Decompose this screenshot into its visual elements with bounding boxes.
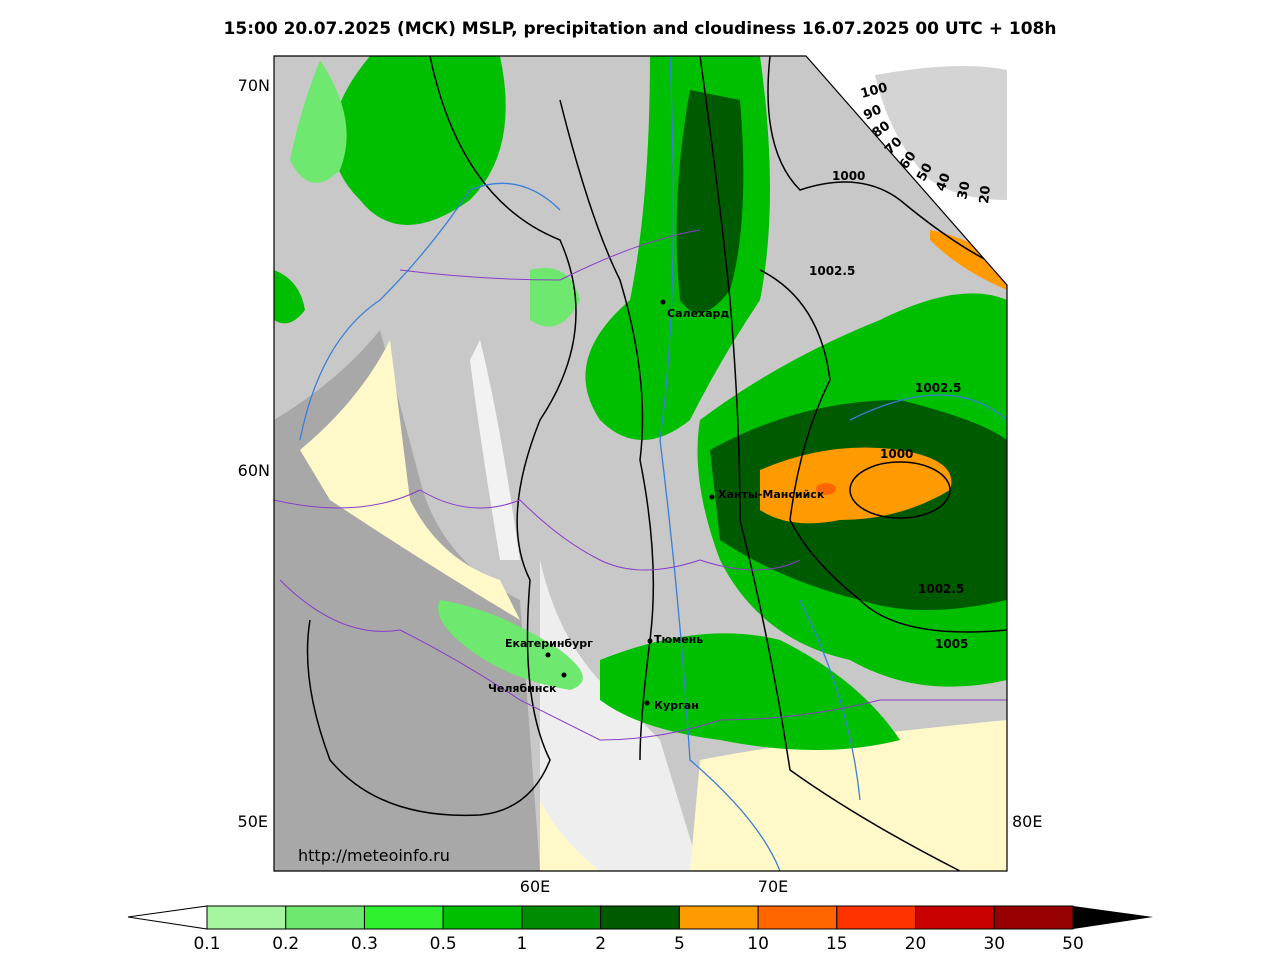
map-frame <box>273 55 1008 872</box>
border <box>279 579 1007 741</box>
isobar-label: 1000 <box>880 447 913 461</box>
lon-label: 60E <box>520 877 550 896</box>
url: http://meteoinfo.ru <box>298 846 450 865</box>
isobar-label: 1002.5 <box>918 582 964 596</box>
cloud-light <box>470 340 520 560</box>
city-dot <box>545 652 551 658</box>
cloudiness-label: 20 <box>977 185 994 205</box>
cloudiness-label: 30 <box>955 180 973 201</box>
cloudiness-label: 100 <box>859 80 889 102</box>
lat-label: 60N <box>238 461 270 480</box>
city-dot <box>647 638 653 644</box>
precip <box>290 60 347 183</box>
city-dot <box>561 672 567 678</box>
colorbar-tick: 0.3 <box>351 934 378 954</box>
precip <box>760 447 952 524</box>
precip <box>530 268 580 327</box>
colorbar-tick: 2 <box>595 934 606 954</box>
title: 15:00 20.07.2025 (МСК) MSLP, precipitati… <box>224 19 1057 39</box>
borders <box>274 229 1007 741</box>
colorbar-tick: 1 <box>516 934 527 954</box>
precip <box>930 230 1007 290</box>
city-dot <box>709 494 715 500</box>
lat-label: 70N <box>238 76 270 95</box>
colorbar-segment <box>600 905 680 930</box>
city-label: Курган <box>654 699 699 712</box>
precip <box>438 600 583 690</box>
colorbar-high <box>1073 906 1153 929</box>
clear-area <box>300 340 520 620</box>
colorbar-tick: 20 <box>905 934 927 954</box>
cloudiness-label: 40 <box>934 171 954 193</box>
fronts <box>299 56 1007 871</box>
colorbar-segment <box>993 905 1074 930</box>
city-label: Тюмень <box>654 633 703 646</box>
isobars <box>306 56 1007 871</box>
clear-area <box>690 720 1007 871</box>
isobar-label: 1000 <box>832 169 865 183</box>
isobar <box>699 56 961 871</box>
precip <box>332 56 506 225</box>
lon-label: 70E <box>758 877 788 896</box>
city-label: Салехард <box>667 307 729 320</box>
colorbar-segment <box>285 905 365 930</box>
contour <box>849 394 1007 421</box>
colorbar: 0.1 0.2 0.3 0.5 1 2 5 10 15 20 30 50 <box>127 905 1153 954</box>
isobar <box>849 461 951 519</box>
colorbar-tick: 10 <box>747 934 769 954</box>
precip <box>600 633 900 750</box>
isobar-label: 1005 <box>935 637 968 651</box>
isobar <box>767 56 1007 271</box>
border <box>399 229 701 281</box>
isobar <box>759 269 1007 633</box>
cloudiness-label: 90 <box>861 102 884 123</box>
city-dot <box>660 299 666 305</box>
isobar-label: 1002.5 <box>915 381 961 395</box>
colorbar-segment <box>442 905 523 930</box>
city-dot <box>644 700 650 706</box>
city-label: Ханты-Мансийск <box>718 488 825 501</box>
isobar <box>306 56 577 817</box>
colorbar-tick: 15 <box>826 934 848 954</box>
clear-area <box>540 800 600 871</box>
contour <box>659 56 781 871</box>
colorbar-tick: 5 <box>674 934 685 954</box>
cloud-light <box>540 560 700 871</box>
lon-label: 80E <box>1012 812 1042 831</box>
cloudiness-scale <box>875 66 1007 200</box>
colorbar-low <box>127 905 208 930</box>
colorbar-segment <box>836 905 917 930</box>
isobar-label: 1002.5 <box>809 264 855 278</box>
precip <box>816 483 836 495</box>
contour <box>299 182 561 441</box>
lon-label: 50E <box>238 812 268 831</box>
colorbar-tick: 50 <box>1062 934 1084 954</box>
map <box>274 56 1007 871</box>
border <box>274 489 801 571</box>
colorbar-segment <box>521 905 602 930</box>
colorbar-tick: 30 <box>983 934 1005 954</box>
colorbar-segment <box>363 905 444 930</box>
cities: Салехард Ханты-Мансийск Екатеринбург Чел… <box>488 299 825 712</box>
isobar-labels: 1000 1002.5 1002.5 1000 1002.5 1005 <box>809 169 968 651</box>
precip <box>274 270 305 324</box>
colorbar-tick: 0.5 <box>430 934 457 954</box>
colorbar-segment <box>915 905 995 930</box>
colorbar-tick: 0.2 <box>272 934 299 954</box>
city-label: Екатеринбург <box>505 637 593 650</box>
colorbar-segment <box>678 905 759 930</box>
isobar <box>559 99 655 761</box>
colorbar-tick: 0.1 <box>193 934 220 954</box>
colorbar-segment <box>757 905 838 930</box>
city-label: Челябинск <box>488 682 557 695</box>
cloudiness-legend: 100 90 80 70 60 50 40 30 20 <box>859 66 1007 204</box>
precip <box>676 90 744 313</box>
contour <box>799 599 861 801</box>
colorbar-segment <box>206 905 287 930</box>
